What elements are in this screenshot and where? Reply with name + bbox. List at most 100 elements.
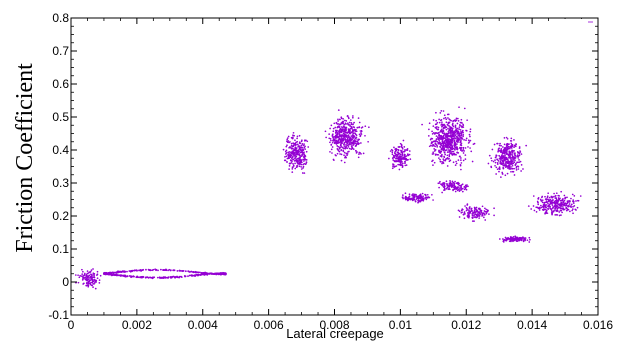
- data-point: [469, 139, 472, 142]
- data-point: [525, 144, 528, 147]
- data-point: [418, 200, 421, 202]
- data-point: [338, 150, 341, 153]
- data-point: [338, 123, 341, 126]
- data-point: [462, 146, 465, 149]
- data-point: [432, 144, 435, 146]
- data-point: [417, 195, 420, 198]
- data-point: [569, 205, 572, 208]
- data-point: [434, 140, 437, 142]
- data-point: [300, 166, 303, 168]
- data-point: [346, 114, 349, 117]
- data-point: [455, 117, 458, 120]
- data-point: [453, 152, 456, 155]
- data-point: [560, 190, 563, 193]
- data-point: [499, 162, 502, 164]
- data-point: [446, 140, 448, 143]
- data-point: [485, 208, 488, 211]
- data-point: [349, 125, 352, 127]
- data-point: [301, 139, 303, 142]
- data-point: [504, 236, 507, 239]
- data-point: [434, 145, 436, 148]
- data-point: [298, 153, 301, 155]
- data-point: [399, 142, 402, 145]
- data-point: [337, 136, 340, 139]
- data-point: [508, 150, 511, 153]
- data-point: [551, 210, 553, 212]
- data-point: [285, 155, 288, 158]
- data-point: [91, 273, 93, 276]
- data-point: [340, 146, 343, 148]
- data-point: [515, 238, 518, 241]
- data-point: [206, 272, 209, 275]
- data-point: [332, 130, 335, 133]
- data-point: [437, 126, 440, 129]
- data-point: [355, 140, 357, 143]
- data-point: [456, 189, 459, 192]
- data-point: [469, 135, 471, 138]
- data-point: [348, 121, 351, 124]
- data-point: [478, 214, 481, 217]
- data-point: [129, 270, 132, 273]
- data-point: [442, 186, 445, 188]
- data-point: [401, 152, 404, 155]
- data-point: [556, 209, 559, 211]
- data-point: [482, 212, 484, 215]
- data-point: [85, 273, 88, 276]
- data-point: [460, 131, 463, 134]
- x-tick-label: 0.002: [122, 318, 152, 332]
- data-point: [445, 138, 448, 141]
- data-point: [145, 268, 147, 271]
- data-point: [438, 118, 440, 121]
- data-point: [572, 202, 575, 205]
- data-point: [432, 199, 434, 201]
- data-point: [548, 203, 551, 206]
- data-point: [93, 276, 96, 279]
- data-point: [361, 126, 364, 128]
- legend: [563, 19, 595, 26]
- data-point: [509, 147, 511, 150]
- data-point: [289, 141, 291, 143]
- data-point: [573, 195, 576, 197]
- data-point: [339, 153, 341, 155]
- data-point: [488, 154, 491, 157]
- data-point: [545, 206, 548, 209]
- data-point: [442, 137, 444, 140]
- data-point: [507, 164, 510, 167]
- data-point: [511, 154, 514, 156]
- data-point: [570, 203, 573, 206]
- data-point: [562, 201, 565, 204]
- data-point: [401, 160, 403, 163]
- data-point: [565, 207, 568, 210]
- data-point: [285, 152, 288, 154]
- data-point: [504, 149, 507, 152]
- data-point: [520, 164, 523, 166]
- x-tick-label: 0.008: [319, 318, 349, 332]
- data-point: [435, 127, 437, 130]
- data-point: [447, 124, 449, 127]
- data-point: [298, 165, 301, 168]
- data-point: [442, 149, 445, 152]
- data-point: [93, 282, 96, 284]
- data-point: [461, 190, 464, 193]
- data-point: [292, 151, 295, 154]
- data-point: [180, 276, 183, 279]
- data-point: [513, 152, 516, 155]
- data-point: [512, 236, 515, 238]
- data-point: [547, 199, 550, 201]
- data-point: [449, 140, 452, 143]
- data-point: [446, 145, 448, 147]
- data-point: [423, 197, 425, 200]
- data-point: [85, 279, 88, 282]
- data-point: [473, 214, 475, 217]
- data-point: [435, 143, 437, 146]
- data-point: [198, 271, 201, 274]
- data-point: [334, 126, 337, 129]
- data-point: [352, 135, 354, 138]
- data-point: [444, 143, 447, 146]
- data-point: [286, 137, 289, 139]
- data-point: [457, 132, 459, 134]
- data-point: [399, 153, 402, 156]
- data-point: [224, 272, 227, 275]
- data-point: [103, 272, 105, 275]
- data-point: [513, 153, 516, 156]
